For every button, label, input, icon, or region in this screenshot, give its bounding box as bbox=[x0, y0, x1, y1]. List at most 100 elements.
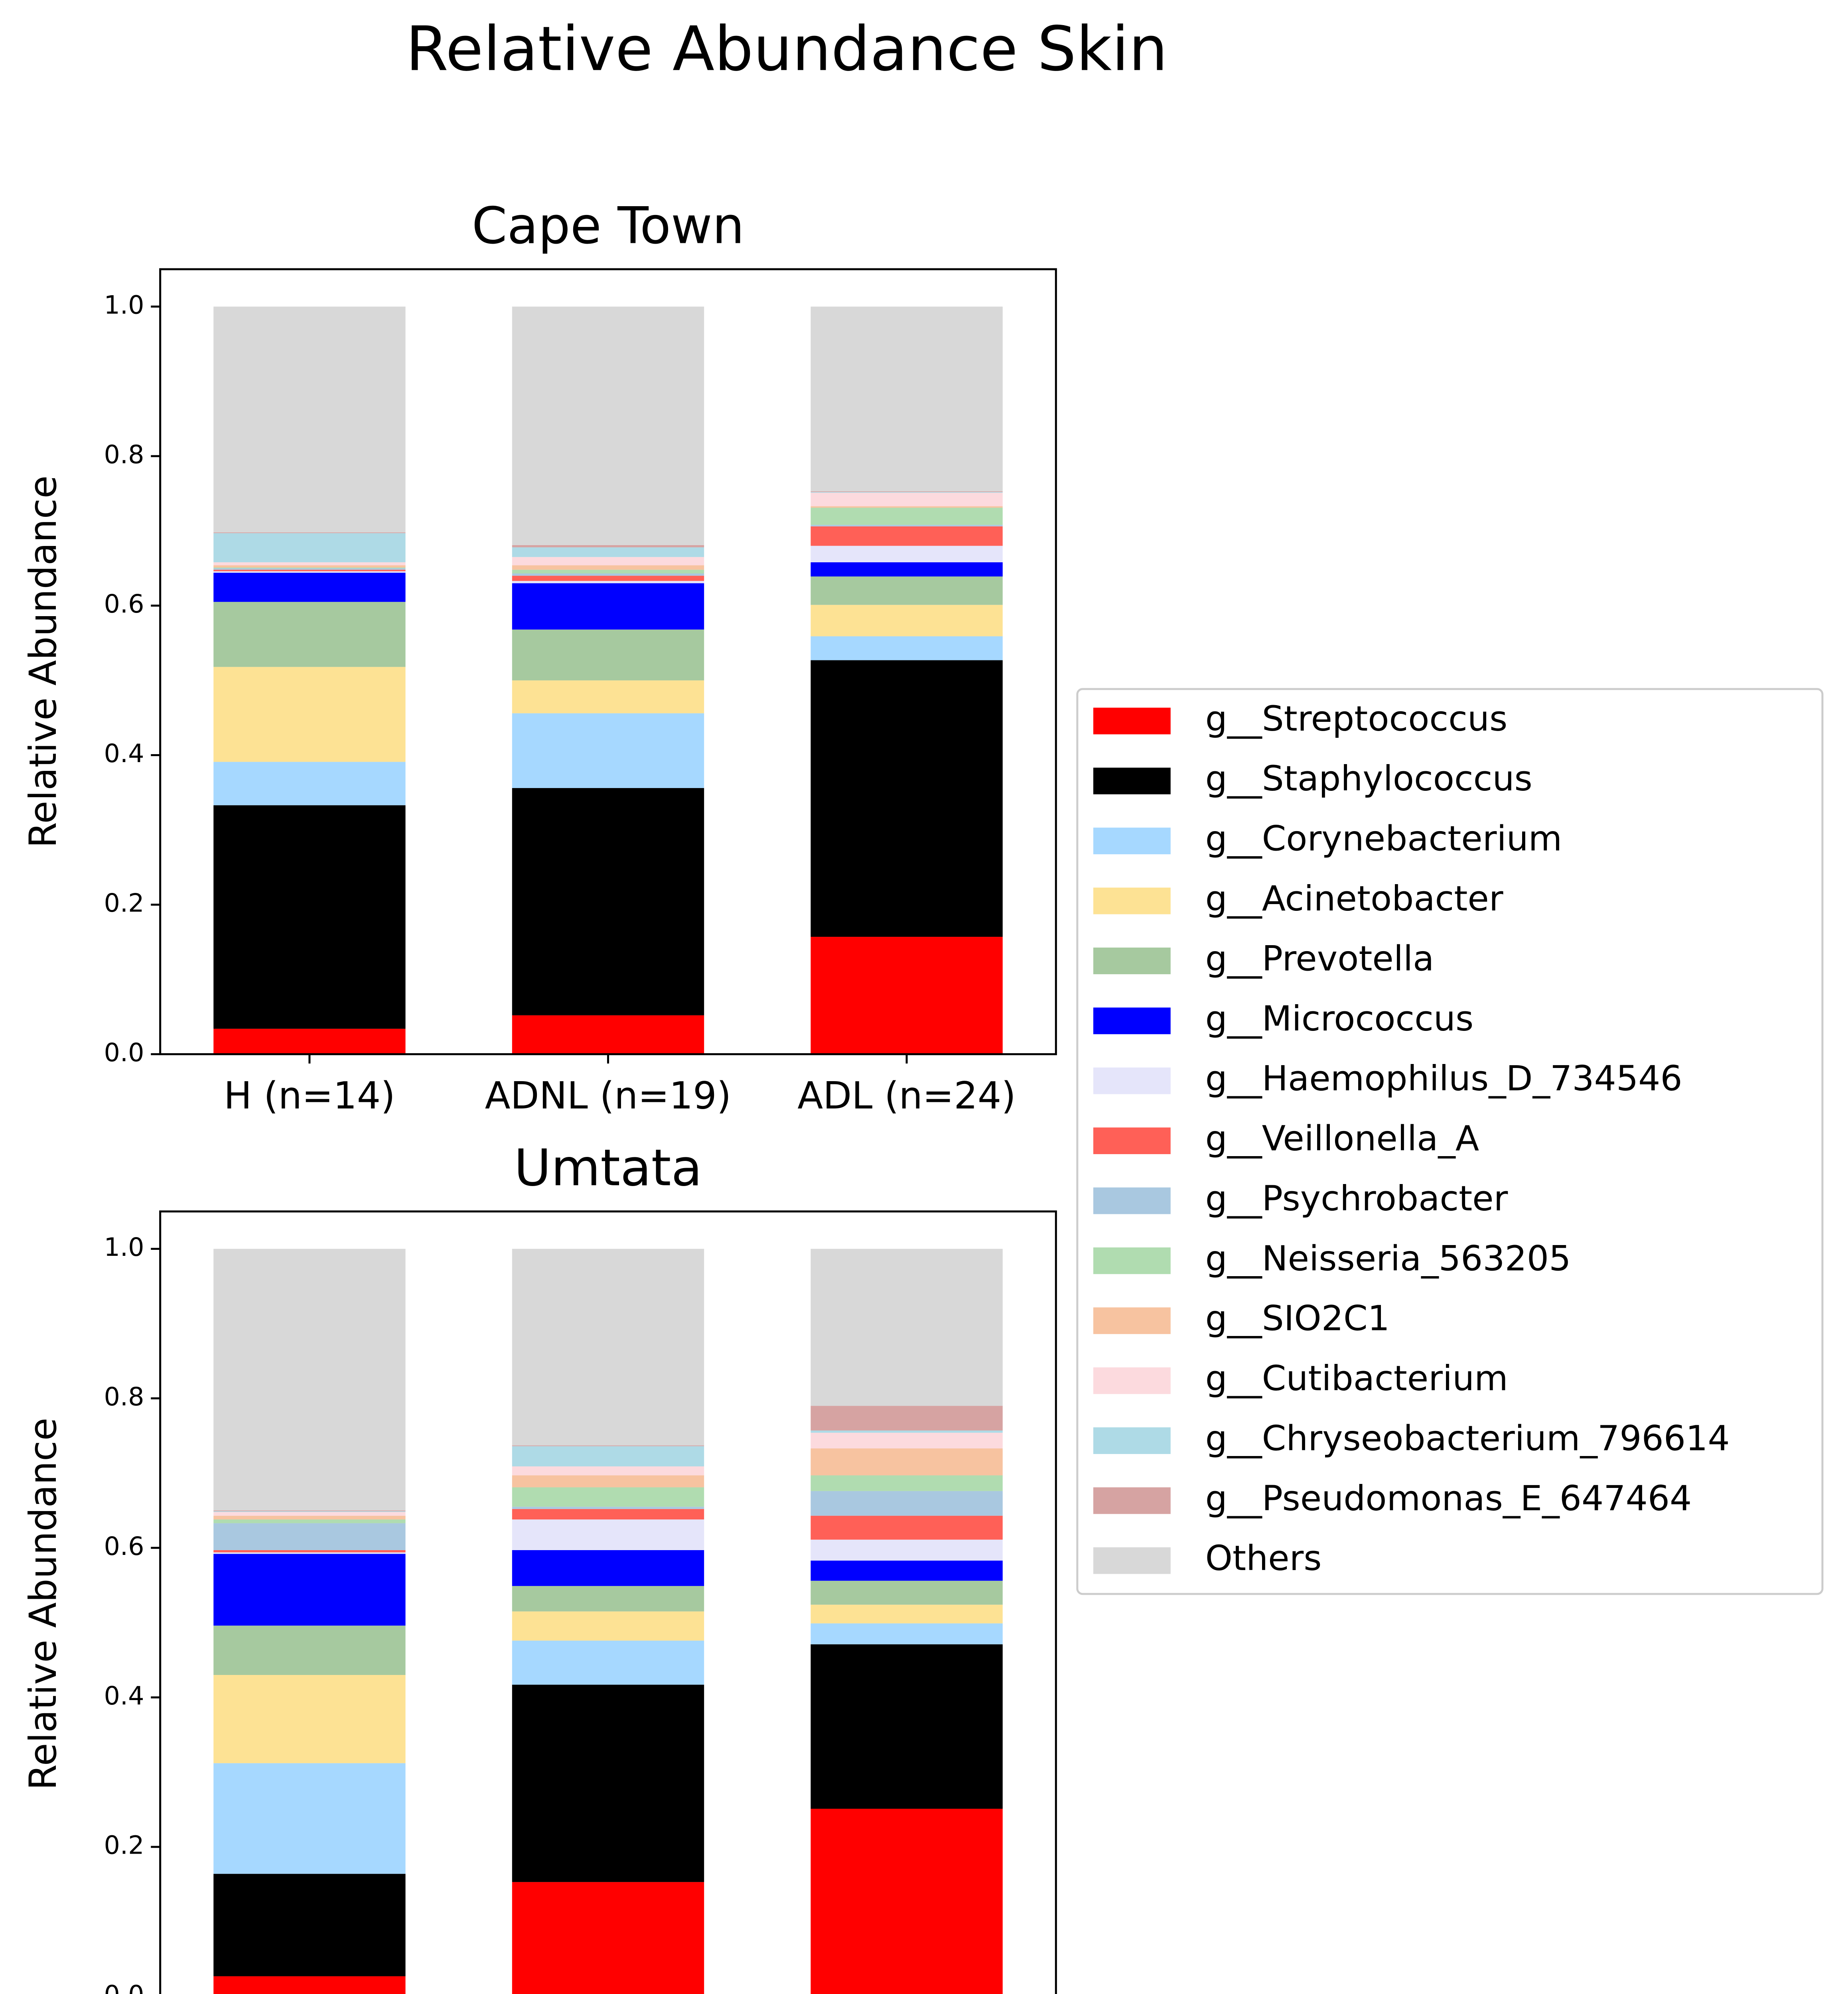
bar-segment bbox=[811, 1475, 1003, 1491]
y-tick-label: 1.0 bbox=[104, 1232, 144, 1262]
bar-segment bbox=[811, 937, 1003, 1054]
bar-segment bbox=[512, 1685, 704, 1882]
bar-segment bbox=[213, 1976, 406, 1994]
legend-swatch bbox=[1093, 767, 1171, 794]
bar-segment bbox=[512, 1249, 704, 1446]
y-tick-label: 0.6 bbox=[104, 589, 144, 619]
y-tick-label: 0.2 bbox=[104, 1830, 144, 1860]
bar-segment bbox=[811, 1644, 1003, 1809]
bar-segment bbox=[512, 1586, 704, 1612]
figure-title: Relative Abundance Skin bbox=[406, 14, 1168, 85]
legend-swatch bbox=[1093, 1367, 1171, 1394]
bar-segment bbox=[811, 636, 1003, 660]
legend-swatch bbox=[1093, 948, 1171, 974]
bar-segment bbox=[213, 1626, 406, 1675]
bar-segment bbox=[213, 532, 406, 533]
bar-segment bbox=[512, 583, 704, 630]
bar-segment bbox=[811, 506, 1003, 508]
x-tick-label: ADNL (n=19) bbox=[485, 1074, 732, 1118]
bar-segment bbox=[213, 1511, 406, 1512]
y-tick-label: 0.8 bbox=[104, 439, 144, 469]
bar-segment bbox=[811, 508, 1003, 525]
bar-segment bbox=[512, 713, 704, 788]
bar-segment bbox=[213, 1512, 406, 1516]
legend-label: g__Streptococcus bbox=[1205, 699, 1508, 739]
bar-segment bbox=[213, 1554, 406, 1626]
bar-segment bbox=[512, 573, 704, 576]
bar-segment bbox=[512, 1466, 704, 1476]
bar-segment bbox=[213, 571, 406, 573]
bar-segment bbox=[512, 1446, 704, 1466]
bar-segment bbox=[811, 1448, 1003, 1476]
bar-segment bbox=[811, 1809, 1003, 1994]
legend-label: g__SIO2C1 bbox=[1205, 1298, 1390, 1339]
legend-label: g__Cutibacterium bbox=[1205, 1358, 1508, 1399]
bar-segment bbox=[811, 1491, 1003, 1516]
y-tick-label: 0.2 bbox=[104, 888, 144, 918]
bar-segment bbox=[811, 493, 1003, 506]
bar-segment bbox=[213, 1550, 406, 1553]
bar-segment bbox=[811, 491, 1003, 492]
bar-segment bbox=[213, 568, 406, 570]
bar-segment bbox=[213, 1552, 406, 1554]
bar-segment bbox=[512, 1015, 704, 1054]
legend-swatch bbox=[1093, 1487, 1171, 1514]
bar-segment bbox=[811, 576, 1003, 605]
bar-segment bbox=[512, 1507, 704, 1509]
legend-swatch bbox=[1093, 1187, 1171, 1214]
bar-segment bbox=[213, 1515, 406, 1520]
y-tick-label: 0.0 bbox=[104, 1038, 144, 1067]
legend-swatch bbox=[1093, 828, 1171, 855]
bar-segment bbox=[512, 306, 704, 545]
bar-segment bbox=[811, 1539, 1003, 1561]
legend-label: g__Acinetobacter bbox=[1205, 879, 1503, 919]
bar-segment bbox=[213, 565, 406, 568]
legend-label: g__Haemophilus_D_734546 bbox=[1205, 1058, 1682, 1099]
bar-segment bbox=[213, 1523, 406, 1550]
bar-segment bbox=[512, 547, 704, 557]
subplot: Cape Town Relative Abundance 0.0 0.2 0.4 0.6 0… bbox=[22, 196, 1057, 1118]
bar-segment bbox=[811, 525, 1003, 526]
bar-segment bbox=[811, 1604, 1003, 1624]
legend-label: Others bbox=[1205, 1538, 1322, 1578]
y-axis-label: Relative Abundance bbox=[22, 475, 65, 848]
legend-swatch bbox=[1093, 1427, 1171, 1454]
legend-swatch bbox=[1093, 1247, 1171, 1274]
legend-label: g__Neisseria_563205 bbox=[1205, 1238, 1571, 1279]
bar-segment bbox=[512, 1519, 704, 1550]
bar-segment bbox=[512, 565, 704, 570]
bar-segment bbox=[811, 1561, 1003, 1581]
bar-segment bbox=[512, 545, 704, 548]
bar-segment bbox=[213, 602, 406, 667]
bar-segment bbox=[811, 1432, 1003, 1448]
bar-segment bbox=[512, 581, 704, 583]
y-tick-label: 0.4 bbox=[104, 739, 144, 768]
legend-swatch bbox=[1093, 887, 1171, 914]
bar-segment bbox=[213, 306, 406, 532]
bar-segment bbox=[512, 1882, 704, 1994]
bar-segment bbox=[811, 1623, 1003, 1645]
bar-segment bbox=[811, 605, 1003, 636]
legend-label: g__Pseudomonas_E_647464 bbox=[1205, 1478, 1692, 1519]
bar-segment bbox=[512, 1509, 704, 1520]
bar-segment bbox=[213, 1763, 406, 1874]
bar-segment bbox=[811, 562, 1003, 577]
bar-segment bbox=[213, 805, 406, 1029]
bar-segment bbox=[213, 533, 406, 562]
bar-segment bbox=[213, 1519, 406, 1523]
bar-segment bbox=[512, 575, 704, 581]
legend-label: g__Prevotella bbox=[1205, 938, 1434, 979]
legend-swatch bbox=[1093, 1547, 1171, 1574]
bar-segment bbox=[213, 1249, 406, 1511]
y-tick-label: 0.4 bbox=[104, 1681, 144, 1710]
bar-segment bbox=[811, 1249, 1003, 1406]
y-tick-label: 1.0 bbox=[104, 290, 144, 319]
legend-label: g__Corynebacterium bbox=[1205, 819, 1562, 859]
bar-segment bbox=[811, 1580, 1003, 1605]
legend: g__Streptococcus g__Staphylococcus g__Cory… bbox=[1076, 688, 1824, 1595]
legend-swatch bbox=[1093, 1067, 1171, 1094]
bar-segment bbox=[512, 1550, 704, 1586]
bar-segment bbox=[213, 569, 406, 571]
